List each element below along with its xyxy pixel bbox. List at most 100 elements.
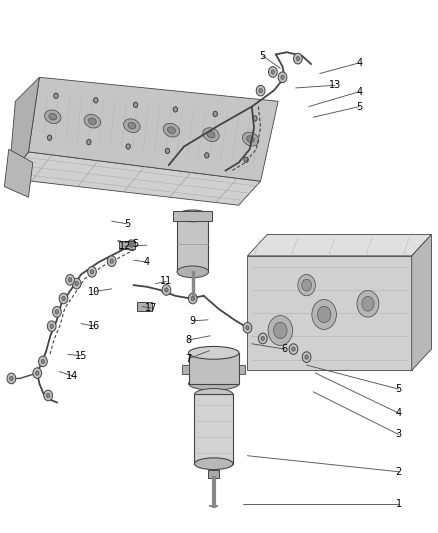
Circle shape — [271, 70, 275, 74]
Circle shape — [246, 326, 249, 330]
Ellipse shape — [247, 136, 254, 142]
Text: 17: 17 — [145, 303, 157, 313]
Circle shape — [53, 306, 61, 317]
Circle shape — [293, 53, 302, 64]
Text: 11: 11 — [160, 277, 173, 286]
Circle shape — [259, 88, 262, 93]
Ellipse shape — [177, 210, 208, 222]
Circle shape — [94, 98, 98, 103]
Circle shape — [75, 281, 78, 286]
Polygon shape — [247, 235, 431, 256]
Text: 4: 4 — [356, 58, 362, 68]
Circle shape — [243, 322, 252, 333]
Circle shape — [66, 274, 74, 285]
Circle shape — [10, 376, 13, 381]
Ellipse shape — [188, 346, 239, 359]
Ellipse shape — [128, 123, 136, 129]
Circle shape — [253, 116, 257, 121]
Text: 4: 4 — [144, 257, 150, 267]
Text: 7: 7 — [185, 354, 191, 364]
Circle shape — [312, 300, 336, 329]
Polygon shape — [247, 256, 412, 370]
Circle shape — [126, 144, 131, 149]
Ellipse shape — [49, 114, 57, 120]
Ellipse shape — [84, 115, 101, 128]
Text: 5: 5 — [396, 384, 402, 394]
Ellipse shape — [45, 110, 61, 124]
Ellipse shape — [124, 119, 140, 133]
Circle shape — [357, 290, 379, 317]
Ellipse shape — [88, 118, 96, 125]
Circle shape — [244, 157, 248, 163]
Circle shape — [165, 148, 170, 154]
Ellipse shape — [168, 127, 175, 133]
Text: 5: 5 — [133, 239, 139, 248]
Polygon shape — [4, 149, 33, 197]
Bar — [173, 211, 212, 221]
Bar — [119, 241, 135, 249]
Text: 14: 14 — [66, 371, 78, 381]
Circle shape — [258, 333, 267, 344]
Bar — [182, 365, 188, 375]
Circle shape — [110, 259, 113, 263]
Circle shape — [261, 336, 265, 341]
Circle shape — [44, 390, 53, 401]
Text: 13: 13 — [329, 80, 341, 90]
Text: 2: 2 — [396, 467, 402, 477]
Ellipse shape — [188, 377, 239, 390]
Text: 3: 3 — [396, 430, 402, 439]
Polygon shape — [9, 77, 39, 179]
Text: 4: 4 — [396, 408, 402, 418]
Circle shape — [55, 310, 59, 314]
Circle shape — [213, 111, 217, 117]
Ellipse shape — [194, 458, 233, 470]
Circle shape — [127, 240, 136, 251]
Text: 15: 15 — [75, 351, 87, 360]
Circle shape — [88, 266, 96, 277]
Circle shape — [205, 152, 209, 158]
Circle shape — [47, 135, 52, 140]
Circle shape — [72, 278, 81, 289]
Circle shape — [173, 107, 177, 112]
Text: 5: 5 — [356, 102, 362, 111]
Text: 10: 10 — [88, 287, 100, 296]
Circle shape — [302, 352, 311, 362]
Text: 5: 5 — [124, 219, 130, 229]
Circle shape — [47, 321, 56, 332]
Circle shape — [305, 355, 308, 359]
Circle shape — [296, 56, 300, 61]
Circle shape — [107, 256, 116, 266]
Bar — [239, 365, 245, 375]
Polygon shape — [412, 235, 431, 370]
Ellipse shape — [242, 132, 259, 146]
Circle shape — [134, 102, 138, 108]
Text: 4: 4 — [356, 87, 362, 96]
Circle shape — [302, 279, 311, 291]
Polygon shape — [28, 77, 278, 181]
Bar — [194, 394, 233, 464]
Circle shape — [191, 296, 194, 301]
Circle shape — [41, 359, 45, 364]
Circle shape — [318, 306, 331, 322]
Circle shape — [298, 274, 315, 296]
Circle shape — [59, 293, 68, 304]
Circle shape — [87, 140, 91, 145]
Text: 6: 6 — [282, 344, 288, 354]
Ellipse shape — [163, 123, 180, 137]
Circle shape — [62, 296, 65, 301]
Circle shape — [281, 75, 284, 79]
Circle shape — [130, 243, 133, 247]
Polygon shape — [9, 152, 261, 205]
Circle shape — [33, 368, 42, 378]
Circle shape — [50, 324, 53, 328]
Circle shape — [90, 270, 94, 274]
Text: 12: 12 — [119, 241, 131, 251]
Circle shape — [292, 347, 295, 351]
Text: 8: 8 — [185, 335, 191, 345]
Text: 1: 1 — [396, 499, 402, 508]
Circle shape — [256, 85, 265, 96]
Bar — [177, 216, 208, 272]
Circle shape — [46, 393, 50, 398]
Ellipse shape — [207, 131, 215, 138]
Circle shape — [362, 296, 374, 311]
